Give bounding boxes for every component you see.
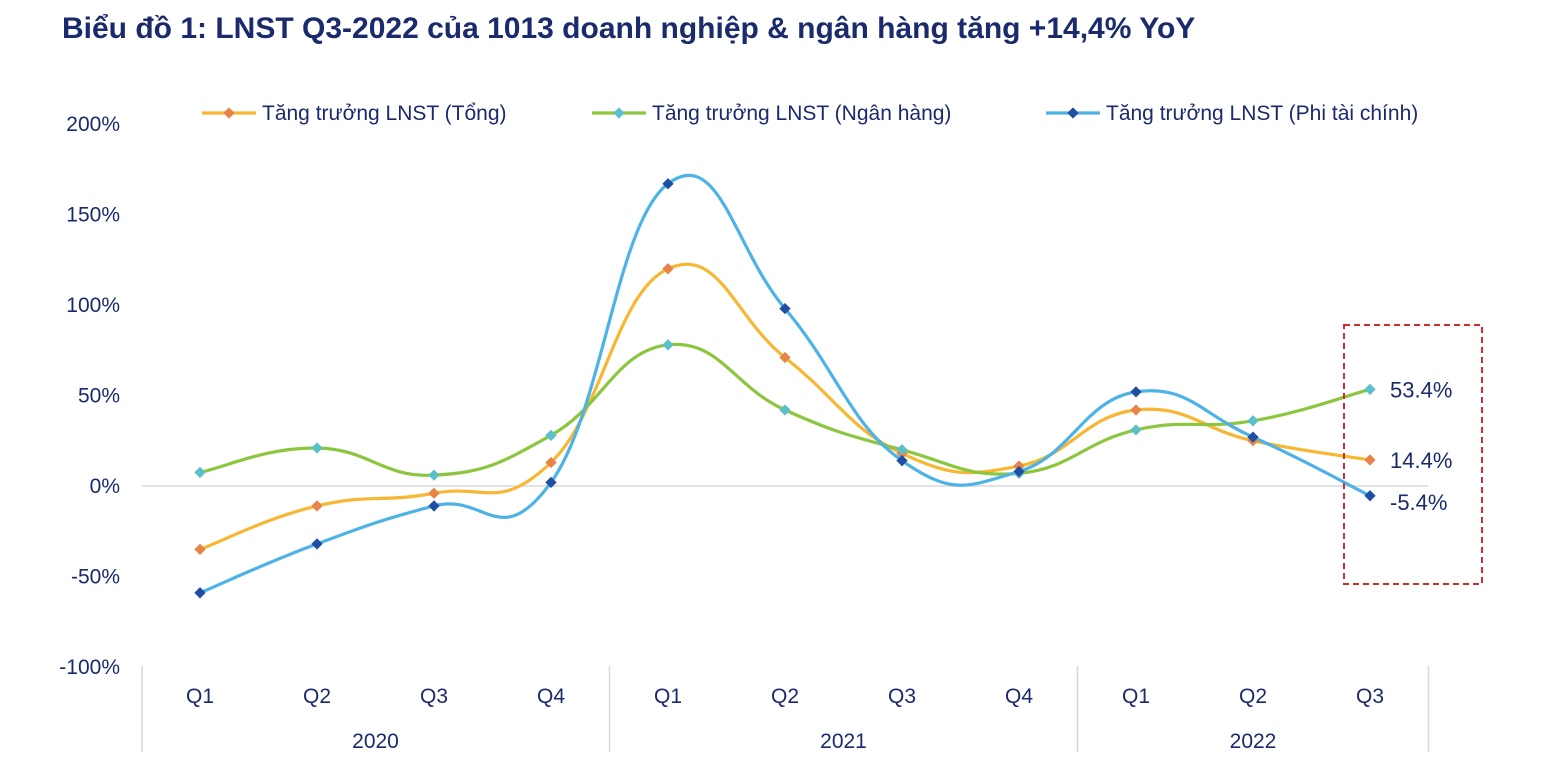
data-point	[428, 469, 440, 481]
x-tick-label: Q4	[1005, 685, 1033, 708]
data-point	[311, 538, 323, 550]
series-markers	[194, 178, 1376, 599]
data-point	[1364, 454, 1376, 466]
data-point	[1247, 431, 1259, 443]
x-tick-label: Q3	[888, 685, 916, 708]
y-tick-label: 0%	[90, 475, 120, 498]
y-tick-label: 200%	[66, 113, 120, 136]
data-point	[194, 587, 206, 599]
x-tick-label: Q2	[1239, 685, 1267, 708]
data-point	[311, 500, 323, 512]
data-point	[662, 178, 674, 190]
legend-label: Tăng trưởng LNST (Tổng)	[262, 102, 507, 125]
end-data-label: 14.4%	[1390, 448, 1452, 473]
y-tick-label: 150%	[66, 204, 120, 227]
x-group-label: 2022	[1230, 730, 1277, 753]
legend-marker	[1067, 107, 1079, 119]
legend-marker	[613, 107, 625, 119]
data-point	[194, 466, 206, 479]
highlight-box-group	[1343, 324, 1483, 585]
y-axis: -100% -50% 0% 50% 100% 150% 200%	[59, 113, 120, 679]
series-line	[198, 174, 1372, 595]
x-tick-label: Q3	[420, 685, 448, 708]
data-point	[545, 476, 557, 489]
y-tick-label: 50%	[78, 385, 120, 408]
data-point	[662, 339, 674, 351]
data-labels: 53.4% 14.4% -5.4%	[1390, 377, 1452, 514]
y-tick-label: 100%	[66, 294, 120, 317]
data-point	[1130, 404, 1142, 416]
series-lines	[198, 174, 1372, 595]
data-point	[896, 444, 908, 456]
x-tick-label: Q2	[771, 685, 799, 708]
data-point	[896, 455, 908, 467]
x-group-label: 2021	[820, 730, 867, 753]
data-point	[194, 543, 206, 556]
data-point	[428, 500, 440, 512]
series-line	[198, 262, 1372, 551]
data-point	[1130, 386, 1142, 398]
data-point	[545, 456, 557, 469]
legend-label: Tăng trưởng LNST (Ngân hàng)	[652, 102, 951, 125]
data-point	[779, 351, 791, 364]
legend-marker	[223, 107, 235, 119]
x-tick-label: Q1	[654, 685, 682, 708]
x-tick-label: Q2	[303, 685, 331, 708]
data-point	[779, 404, 791, 416]
y-tick-label: -50%	[71, 566, 120, 589]
data-point	[662, 263, 674, 275]
data-point	[428, 487, 440, 499]
x-group-label: 2020	[352, 730, 399, 753]
y-tick-label: -100%	[59, 656, 120, 679]
chart-legend: Tăng trưởng LNST (Tổng) Tăng trưởng LNST …	[202, 102, 1418, 125]
x-tick-label: Q1	[186, 685, 214, 708]
end-data-label: -5.4%	[1390, 490, 1447, 515]
data-point	[1364, 490, 1376, 502]
x-axis: Q1 Q2 Q3 Q4 Q1 Q2 Q3 Q4 Q1 Q2 Q3 2020 2021 2022	[141, 666, 1430, 753]
data-point	[1364, 383, 1376, 396]
chart-title: Biểu đồ 1: LNST Q3-2022 của 1013 doanh n…	[62, 12, 1196, 45]
data-point	[779, 302, 791, 315]
data-point	[1247, 415, 1259, 427]
data-point	[1130, 424, 1142, 436]
highlight-box	[1343, 324, 1483, 585]
data-point	[545, 429, 557, 441]
end-data-label: 53.4%	[1390, 377, 1452, 402]
x-tick-label: Q1	[1122, 685, 1150, 708]
x-tick-label: Q4	[537, 685, 565, 708]
data-point	[1013, 465, 1025, 478]
x-tick-label: Q3	[1356, 685, 1384, 708]
data-point	[311, 442, 323, 454]
legend-label: Tăng trưởng LNST (Phi tài chính)	[1106, 102, 1418, 125]
